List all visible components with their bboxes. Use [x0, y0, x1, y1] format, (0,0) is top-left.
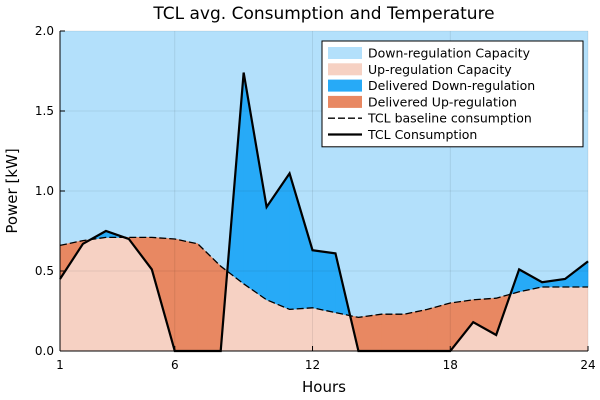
delivered-down-regulation-area: [312, 249, 336, 313]
y-tick-label: 1.0: [35, 184, 54, 198]
y-tick-label: 2.0: [35, 24, 54, 38]
legend-swatch: [328, 79, 362, 92]
x-tick-label: 18: [443, 358, 458, 372]
y-tick-label: 1.5: [35, 104, 54, 118]
legend-box: [321, 40, 584, 148]
delivered-up-regulation-area: [174, 238, 199, 352]
legend-label: Delivered Up-regulation: [368, 94, 517, 109]
legend-swatch: [328, 95, 362, 108]
x-axis-title: Hours: [302, 378, 346, 396]
legend-label: TCL baseline consumption: [367, 111, 532, 126]
legend-label: TCL Consumption: [367, 127, 477, 142]
tcl-consumption-line: [59, 72, 589, 353]
delivered-up-regulation-area: [381, 313, 405, 352]
legend-label: Up-regulation Capacity: [368, 62, 512, 77]
x-tick-label: 24: [580, 358, 595, 372]
baseline-consumption-line: [59, 236, 588, 319]
y-axis-title: Power [kW]: [3, 148, 21, 233]
x-tick-label: 6: [171, 358, 179, 372]
y-tick-label: 0.5: [35, 264, 54, 278]
delivered-up-regulation-area: [427, 302, 451, 352]
delivered-up-regulation-area: [404, 309, 428, 352]
legend-label: Delivered Down-regulation: [368, 78, 535, 93]
legend-label: Down-regulation Capacity: [368, 46, 531, 61]
delivered-up-regulation-area: [358, 313, 382, 352]
x-tick-label: 12: [305, 358, 320, 372]
x-tick-label: 1: [56, 358, 64, 372]
chart-title: TCL avg. Consumption and Temperature: [152, 4, 494, 24]
legend-swatch: [328, 63, 362, 76]
legend-swatch: [328, 47, 362, 59]
y-tick-label: 0.0: [35, 344, 54, 358]
